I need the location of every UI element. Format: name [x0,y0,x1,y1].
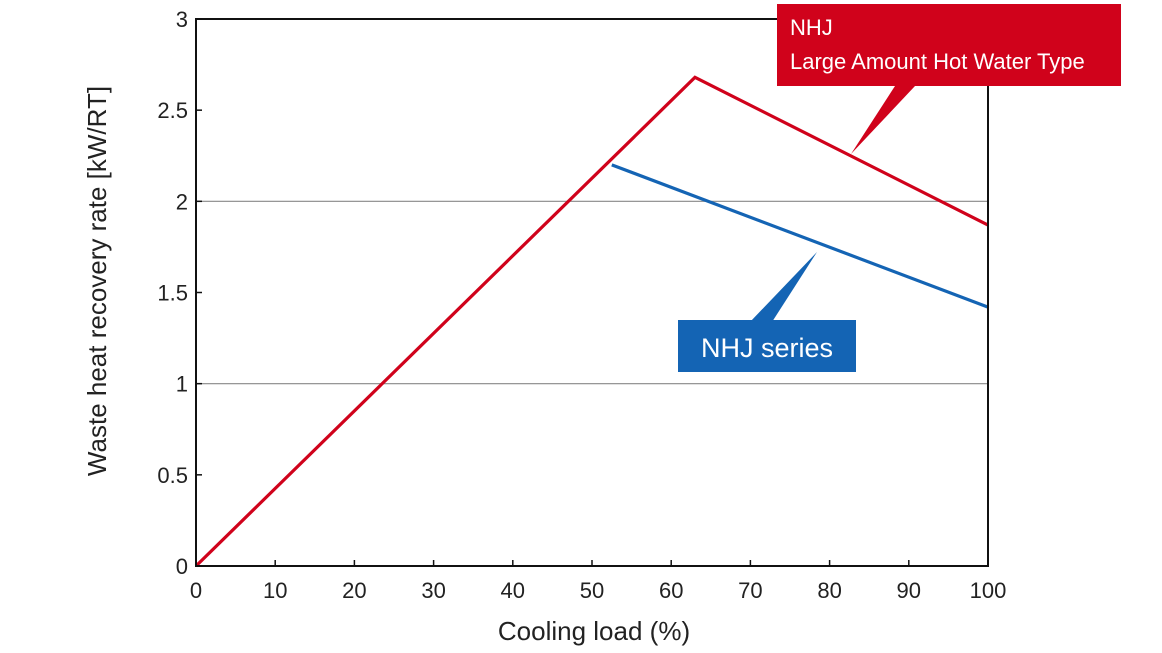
callout-box-blue [678,320,856,372]
x-tick-label: 60 [659,578,683,603]
y-tick-label: 2 [176,189,188,214]
callout-pointer-blue [750,252,817,322]
callout-label-red-line1: NHJ [790,15,833,40]
series-line-large-amount-hot-water [194,75,989,568]
callout-label-blue: NHJ series [701,333,833,363]
y-tick-label: 3 [176,7,188,32]
callouts: NHJ Large Amount Hot Water Type NHJ series [678,4,1121,372]
y-tick-label: 0 [176,554,188,579]
x-tick-label: 80 [817,578,841,603]
x-tick-label: 0 [190,578,202,603]
y-tick-label: 1 [176,372,188,397]
x-tick-label: 10 [263,578,287,603]
series-line-nhj-series [611,163,989,309]
grid-lines [196,200,988,385]
y-tick-label: 2.5 [157,98,188,123]
y-axis-title: Waste heat recovery rate [kW/RT] [82,86,112,476]
x-tick-label: 50 [580,578,604,603]
callout-pointer-red [851,86,915,154]
x-tick-label: 40 [501,578,525,603]
callout-box-red [777,4,1121,86]
x-tick-label: 70 [738,578,762,603]
x-axis-title: Cooling load (%) [498,616,690,646]
y-tick-label: 1.5 [157,281,188,306]
x-tick-label: 30 [421,578,445,603]
axis-ticks: 0 10 20 30 40 50 60 70 80 90 100 0 0.5 1 1.5 2 2.5 3 [157,7,1006,603]
callout-label-red-line2: Large Amount Hot Water Type [790,49,1085,74]
series-lines [194,75,989,568]
plot-frame [195,18,989,567]
x-tick-label: 20 [342,578,366,603]
x-tick-label: 100 [970,578,1007,603]
y-tick-label: 0.5 [157,463,188,488]
x-tick-label: 90 [897,578,921,603]
